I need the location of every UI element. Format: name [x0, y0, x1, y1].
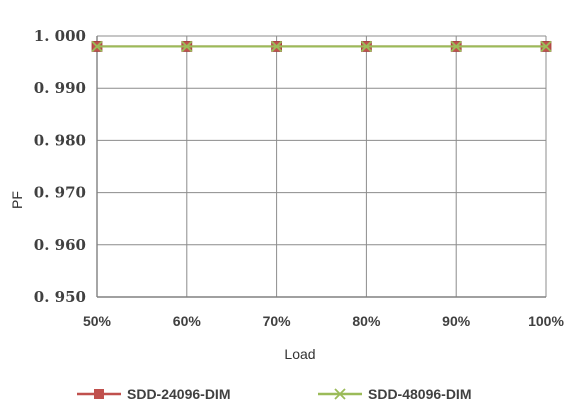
marker-stroke [181, 40, 193, 53]
legend-label: SDD-24096-DIM [127, 386, 230, 402]
marker-stroke [540, 40, 552, 53]
legend-label: SDD-48096-DIM [368, 386, 471, 402]
legend-item: SDD-48096-DIM [318, 386, 471, 402]
data-point-x [181, 40, 193, 53]
legend: SDD-24096-DIM SDD-48096-DIM [77, 386, 471, 402]
x-tick-label: 60% [173, 313, 202, 329]
data-point-x [270, 40, 283, 53]
grid-lines [96, 35, 547, 298]
y-axis-label: PF [9, 191, 25, 209]
y-tick-label: 0. 960 [34, 236, 86, 254]
data-point-x [91, 40, 103, 53]
y-tick-label: 1. 000 [34, 27, 86, 45]
y-tick-label: 0. 980 [34, 131, 86, 149]
x-tick-label: 70% [263, 313, 292, 329]
legend-marker-square [94, 389, 104, 399]
marker-stroke [450, 40, 462, 53]
x-axis-ticks: 50% 60% 70% 80% 90% 100% [83, 313, 564, 329]
y-tick-label: 0. 950 [34, 288, 86, 306]
y-tick-label: 0. 970 [34, 184, 86, 202]
x-tick-label: 50% [83, 313, 112, 329]
marker-stroke [270, 40, 283, 53]
y-tick-label: 0. 990 [34, 79, 86, 97]
x-tick-label: 80% [352, 313, 381, 329]
data-point-x [360, 40, 373, 53]
marker-stroke [91, 40, 103, 53]
series-SDD-48096-DIM [91, 40, 552, 53]
x-axis-label: Load [284, 346, 315, 362]
x-tick-label: 90% [442, 313, 471, 329]
legend-marker-x [334, 388, 346, 400]
legend-item: SDD-24096-DIM [77, 386, 230, 402]
data-point-x [540, 40, 552, 53]
y-axis-ticks: 1. 000 0. 990 0. 980 0. 970 0. 960 0. 950 [34, 27, 86, 306]
series-layer [91, 40, 552, 53]
x-tick-label: 100% [528, 313, 564, 329]
marker-stroke [360, 40, 373, 53]
data-point-x [450, 40, 462, 53]
